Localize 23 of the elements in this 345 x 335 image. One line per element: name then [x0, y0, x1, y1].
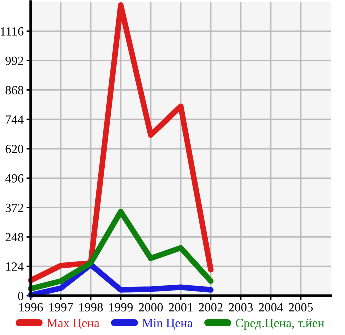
legend-label: Min Цена	[142, 319, 193, 330]
legend-label: Сред.Цена, т.йен	[236, 318, 324, 330]
y-tick-label: 496	[6, 174, 24, 183]
x-tick-label: 2003	[229, 303, 254, 312]
y-tick-label: 248	[6, 233, 24, 242]
x-tick-label: 1997	[50, 303, 74, 312]
x-tick-label: 1996	[20, 303, 44, 312]
y-tick-label: 744	[6, 116, 24, 124]
legend-label: Max Цена	[47, 319, 100, 330]
y-tick-label: 868	[6, 86, 24, 95]
y-tick-label: 992	[6, 56, 24, 66]
x-tick-label: 2001	[169, 303, 193, 312]
y-tick-label: 124	[6, 262, 24, 271]
x-tick-label: 2000	[139, 303, 164, 312]
x-tick-label: 2004	[259, 303, 284, 312]
x-tick-label: 2005	[289, 303, 314, 312]
x-tick-label: 2002	[199, 303, 223, 312]
y-tick-label: 620	[6, 145, 24, 154]
y-tick-label: 0	[18, 292, 24, 300]
x-tick-label: 1998	[80, 303, 104, 312]
y-tick-label: 1116	[1, 27, 24, 36]
x-tick-label: 1999	[110, 303, 133, 312]
y-tick-label: 372	[6, 204, 24, 212]
